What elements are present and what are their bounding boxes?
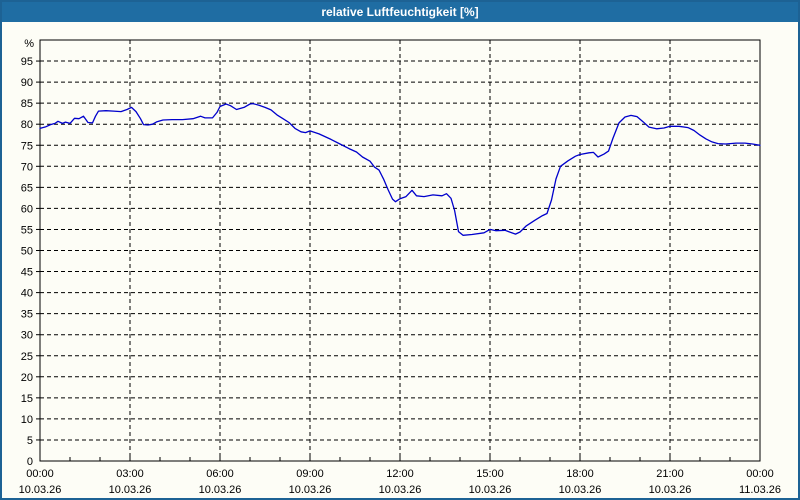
- y-tick-label: 25: [21, 351, 33, 363]
- x-tick-time-label: 18:00: [566, 468, 594, 480]
- y-tick-label: 5: [27, 435, 33, 447]
- y-tick-label: 65: [21, 182, 33, 194]
- x-tick-date-label: 11.03.26: [739, 484, 781, 496]
- x-tick-time-label: 12:00: [386, 468, 414, 480]
- y-tick-label: 55: [21, 224, 33, 236]
- series-lines: [39, 102, 761, 236]
- x-tick-date-label: 10.03.26: [379, 484, 422, 496]
- y-axis-zero-label: 0: [27, 456, 33, 468]
- x-tick-time-label: 06:00: [206, 468, 234, 480]
- y-axis-unit-label: %: [24, 38, 34, 50]
- x-tick-time-label: 21:00: [656, 468, 684, 480]
- x-tick-time-label: 09:00: [296, 468, 324, 480]
- y-tick-label: 90: [21, 77, 33, 89]
- x-tick-date-label: 10.03.26: [199, 484, 242, 496]
- window-title: relative Luftfeuchtigkeit [%]: [321, 5, 479, 19]
- y-tick-label: 60: [21, 203, 33, 215]
- y-tick-label: 70: [21, 161, 33, 173]
- y-tick-label: 80: [21, 119, 33, 131]
- series-line-relative-luftfeuchtigkeit: [39, 102, 761, 236]
- y-tick-label: 45: [21, 267, 33, 279]
- y-tick-label: 85: [21, 98, 33, 110]
- x-tick-date-label: 10.03.26: [109, 484, 152, 496]
- y-tick-label: 40: [21, 288, 33, 300]
- x-tick-date-label: 10.03.26: [649, 484, 692, 496]
- gridlines: [40, 40, 760, 461]
- y-tick-label: 30: [21, 330, 33, 342]
- axis-labels: 5101520253035404550556065707580859095%00…: [19, 38, 781, 496]
- x-tick-date-label: 10.03.26: [289, 484, 332, 496]
- x-tick-date-label: 10.03.26: [19, 484, 62, 496]
- y-tick-label: 50: [21, 246, 33, 258]
- window-title-bar[interactable]: relative Luftfeuchtigkeit [%]: [2, 2, 798, 22]
- y-tick-label: 10: [21, 414, 33, 426]
- x-tick-date-label: 10.03.26: [559, 484, 602, 496]
- y-tick-label: 75: [21, 140, 33, 152]
- y-tick-label: 95: [21, 56, 33, 68]
- x-tick-date-label: 10.03.26: [469, 484, 512, 496]
- x-tick-time-label: 15:00: [476, 468, 504, 480]
- tick-marks: [36, 60, 761, 461]
- x-tick-time-label: 03:00: [116, 468, 144, 480]
- x-tick-time-label: 00:00: [746, 468, 774, 480]
- chart-canvas: 5 10 15 20 25 30 35 40 45 50 55 60 65 70 75 80 85 90 95% 0 0…: [2, 22, 798, 498]
- x-tick-time-label: 00:00: [26, 468, 54, 480]
- y-tick-label: 20: [21, 372, 33, 384]
- humidity-line-chart: 5101520253035404550556065707580859095%00…: [19, 38, 781, 496]
- y-tick-label: 35: [21, 309, 33, 321]
- y-tick-label: 15: [21, 393, 33, 405]
